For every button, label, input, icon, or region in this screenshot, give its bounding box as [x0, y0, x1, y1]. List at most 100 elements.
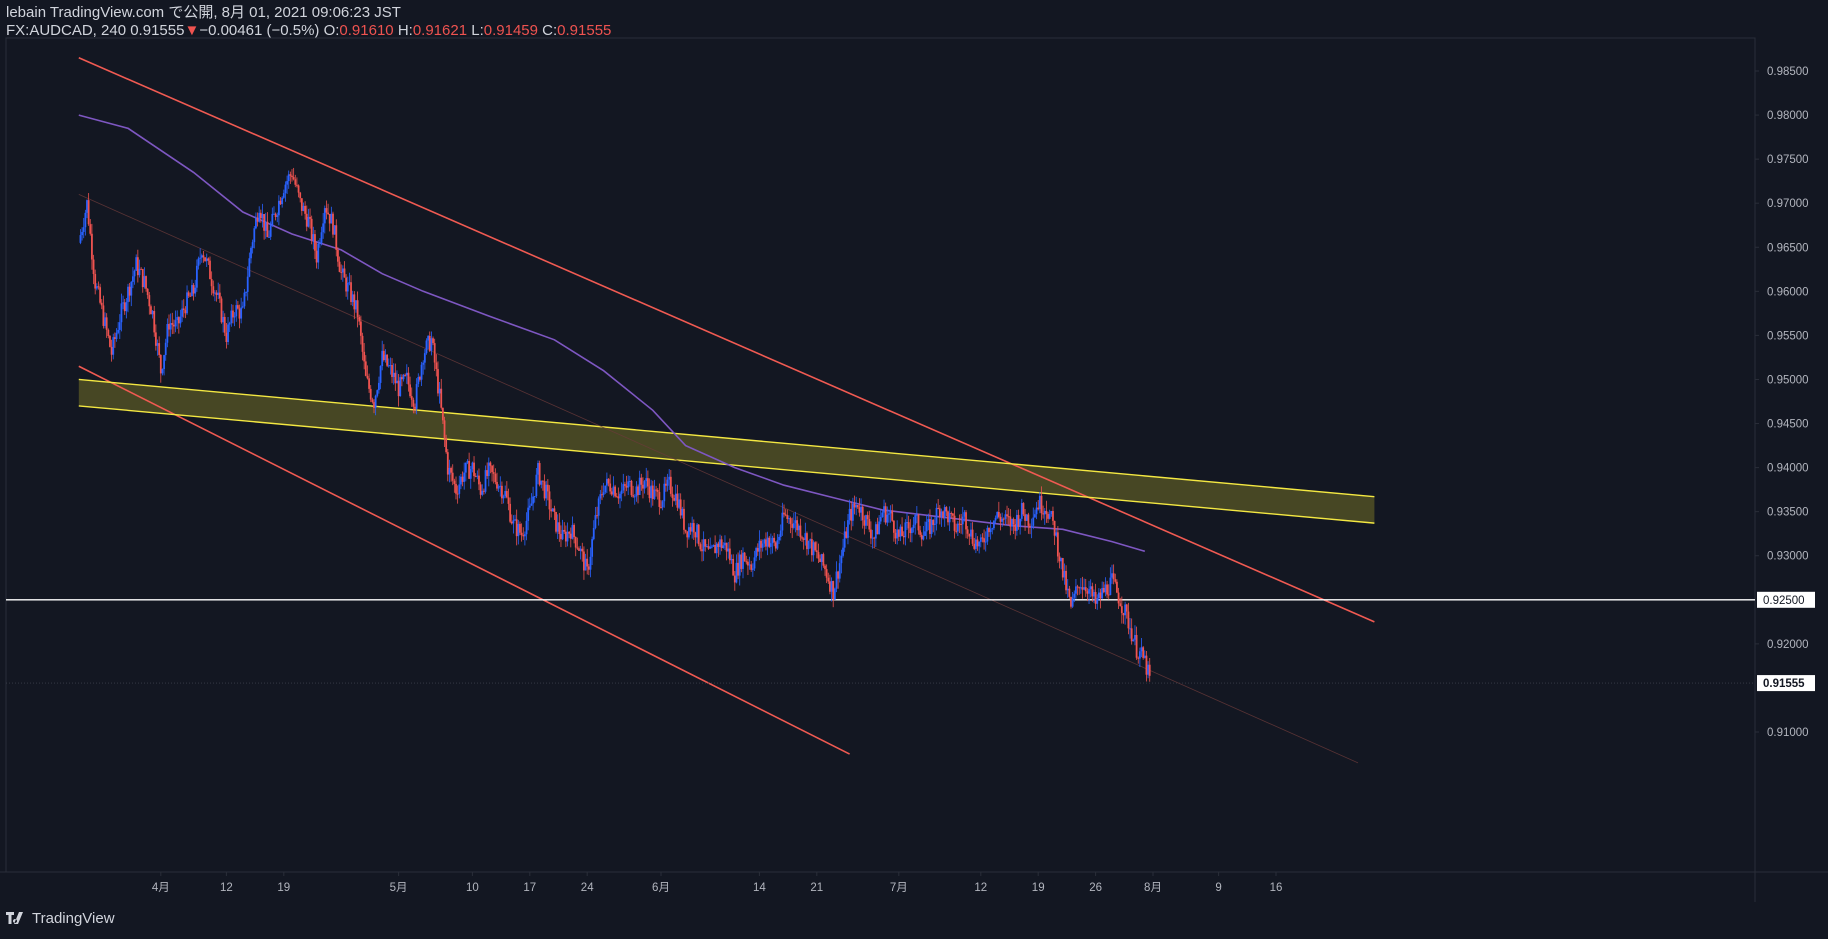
candle-body	[381, 350, 384, 367]
candle-body	[879, 517, 882, 522]
candle-body	[127, 286, 129, 303]
candle-body	[112, 337, 115, 355]
candle-body	[630, 480, 633, 496]
candle-body	[848, 508, 851, 521]
candle-body	[269, 225, 272, 237]
candle-body	[389, 365, 392, 367]
candle-body	[548, 491, 551, 510]
candle-body	[751, 568, 754, 570]
brand-footer[interactable]: TradingView	[6, 910, 115, 927]
candle-body	[87, 200, 90, 225]
candle-body	[709, 546, 712, 549]
candle-body	[294, 179, 297, 185]
x-tick-label: 4月	[152, 882, 170, 894]
candle-body	[235, 305, 238, 317]
x-tick-label: 19	[277, 882, 290, 894]
candle-body	[371, 399, 374, 403]
candle-body	[574, 537, 577, 548]
candle-body	[528, 505, 531, 508]
candle-body	[317, 243, 320, 263]
y-tick-label: 0.98000	[1767, 110, 1809, 122]
y-tick-label: 0.97000	[1767, 198, 1809, 210]
candle-body	[750, 564, 753, 570]
candle-body	[1068, 588, 1071, 597]
candle-body	[725, 542, 728, 552]
candle-body	[128, 286, 131, 296]
candle-body	[246, 276, 249, 292]
candle-body	[1086, 591, 1089, 594]
candle-body	[133, 270, 136, 277]
candle-body	[81, 231, 83, 236]
candle-body	[189, 295, 192, 297]
candle-body	[181, 308, 184, 317]
candle-body	[655, 489, 657, 491]
candle-body	[556, 522, 559, 532]
candle-body	[345, 277, 348, 292]
candle-body	[364, 361, 367, 376]
candle-body	[1012, 518, 1015, 525]
candle-body	[363, 351, 366, 362]
candle-body	[745, 561, 748, 563]
candle-body	[99, 287, 102, 303]
candle-body	[773, 537, 776, 543]
y-tick-label: 0.96000	[1767, 286, 1809, 298]
candle-body	[343, 268, 346, 278]
candle-body	[184, 310, 187, 314]
candle-body	[581, 548, 584, 552]
candle-body	[432, 338, 434, 344]
candle-body	[817, 552, 820, 559]
candle-body	[564, 531, 567, 542]
candle-body	[441, 407, 444, 421]
candle-body	[979, 537, 982, 542]
candle-body	[105, 317, 108, 330]
candle-body	[1106, 584, 1108, 595]
candle-body	[610, 491, 613, 495]
candle-body	[786, 515, 789, 519]
candle-body	[215, 292, 218, 296]
candle-body	[514, 519, 516, 521]
candle-body	[423, 353, 426, 363]
candle-body	[1047, 513, 1049, 519]
candle-body	[1066, 588, 1069, 591]
candle-body	[1020, 503, 1023, 519]
candle-body	[1035, 507, 1038, 515]
candle-body	[587, 566, 590, 570]
candle-body	[468, 461, 471, 479]
candle-body	[569, 533, 572, 539]
candle-body	[474, 476, 477, 478]
candle-body	[692, 523, 695, 533]
candle-body	[497, 486, 500, 489]
candle-body	[866, 515, 869, 520]
candle-body	[991, 528, 994, 530]
candle-body	[150, 306, 152, 315]
candle-body	[791, 523, 794, 528]
candle-body	[597, 498, 600, 516]
candle-body	[469, 469, 472, 479]
candle-body	[194, 287, 197, 294]
candle-body	[740, 554, 743, 569]
candle-body	[1061, 558, 1064, 578]
candle-body	[207, 258, 210, 261]
candle-body	[305, 213, 308, 227]
candle-body	[248, 258, 251, 277]
candle-body	[686, 531, 689, 538]
candle-body	[1071, 597, 1074, 607]
candle-body	[236, 305, 239, 309]
candle-body	[89, 224, 92, 234]
candle-body	[871, 537, 874, 539]
candle-body	[340, 271, 343, 273]
candle-body	[976, 539, 979, 547]
candle-body	[282, 193, 285, 198]
tradingview-logo-icon	[6, 911, 26, 927]
candle-body	[274, 213, 277, 217]
candle-body	[140, 268, 143, 270]
candle-body	[300, 198, 303, 211]
candle-body	[710, 546, 713, 548]
candle-body	[917, 514, 920, 531]
candle-body	[768, 537, 771, 547]
candle-body	[250, 247, 252, 259]
candle-body	[1076, 586, 1079, 588]
symbol-label: FX:AUDCAD, 240	[6, 22, 127, 39]
candle-body	[760, 540, 762, 548]
